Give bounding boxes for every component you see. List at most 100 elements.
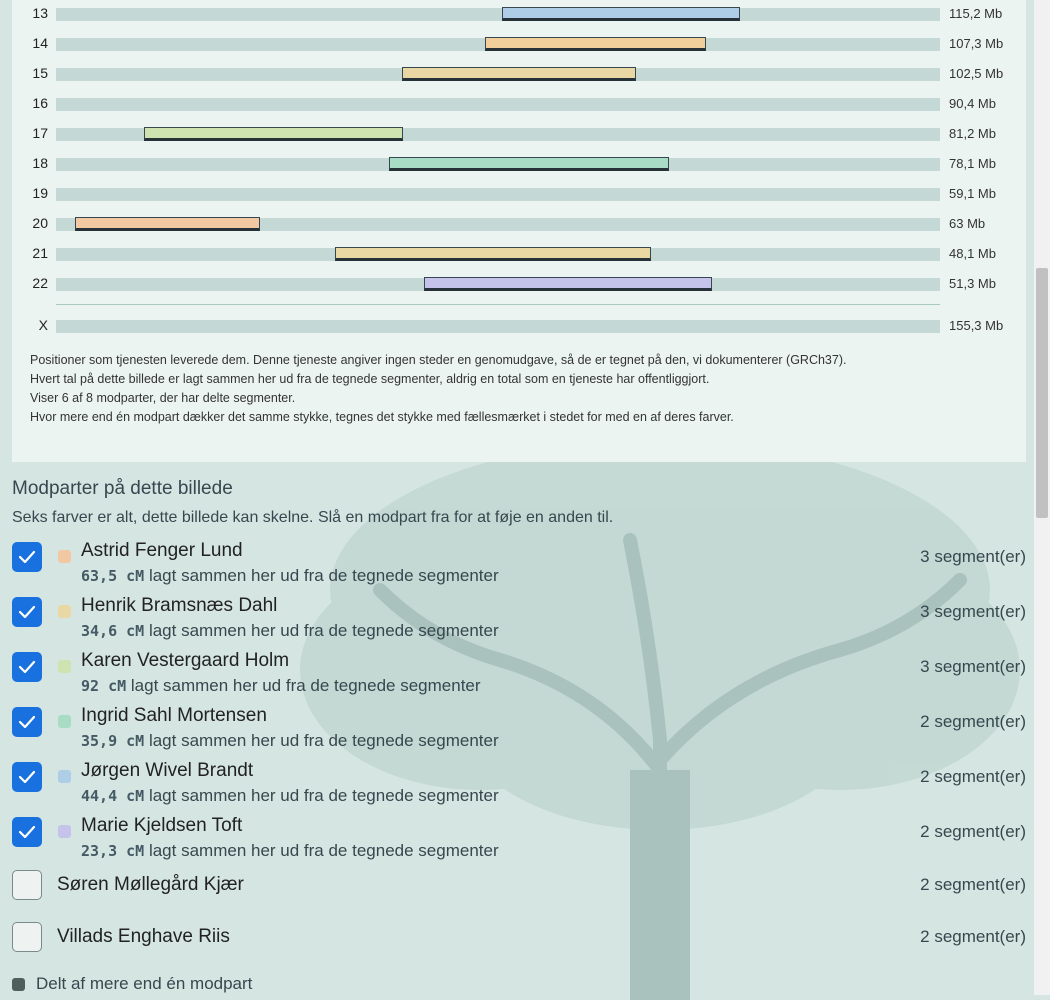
match-row: Karen Vestergaard Holm 92 cM lagt sammen … — [12, 650, 1026, 700]
chromosome-size: 63 Mb — [949, 216, 986, 231]
chromosome-track — [56, 277, 940, 291]
note-line: Hvert tal på dette billede er lagt samme… — [30, 372, 710, 386]
match-segment-count: 2 segment(er) — [920, 875, 1026, 894]
chromosome-label: 14 — [32, 35, 48, 51]
match-total-suffix: lagt sammen her ud fra de tegnede segmen… — [148, 786, 499, 805]
match-color-swatch — [58, 770, 71, 783]
chromosome-row-21: 21 48,1 Mb — [12, 240, 1026, 270]
match-total: 23,3 cM lagt sammen her ud fra de tegned… — [81, 841, 499, 861]
chromosome-row-14: 14 107,3 Mb — [12, 30, 1026, 60]
chart-notes: Positioner som tjenesten leverede dem. D… — [30, 351, 910, 427]
note-line: Hvor mere end én modpart dækker det samm… — [30, 410, 734, 424]
match-total-suffix: lagt sammen her ud fra de tegnede segmen… — [148, 841, 499, 860]
matches-section-title: Modparter på dette billede — [12, 478, 233, 499]
match-cm-value: 34,6 cM — [81, 622, 145, 640]
chromosome-row-22: 22 51,3 Mb — [12, 270, 1026, 300]
match-segment-count: 2 segment(er) — [920, 712, 1026, 731]
match-name: Marie Kjeldsen Toft — [81, 815, 243, 836]
checkmark-icon — [18, 660, 36, 674]
chromosome-label: X — [38, 317, 48, 333]
chromosome-size: 78,1 Mb — [949, 156, 996, 171]
shared-legend-swatch — [12, 978, 25, 991]
shared-segment[interactable] — [335, 247, 651, 261]
chromosome-track — [56, 127, 940, 141]
chromosome-label: 16 — [32, 95, 48, 111]
vertical-scrollbar[interactable] — [1034, 0, 1050, 995]
match-checkbox[interactable] — [12, 922, 42, 952]
shared-segment[interactable] — [389, 157, 669, 171]
chromosome-track — [56, 67, 940, 81]
shared-segment[interactable] — [501, 7, 741, 21]
match-cm-value: 44,4 cM — [81, 787, 145, 805]
match-row: Villads Enghave Riis 2 segment(er) — [12, 922, 1026, 972]
chromosome-size: 155,3 Mb — [949, 318, 1004, 333]
match-row: Marie Kjeldsen Toft 23,3 cM lagt sammen h… — [12, 815, 1026, 865]
chromosome-size: 48,1 Mb — [949, 246, 996, 261]
chromosome-size: 59,1 Mb — [949, 186, 996, 201]
match-total: 92 cM lagt sammen her ud fra de tegnede … — [81, 676, 481, 696]
note-line: Positioner som tjenesten leverede dem. D… — [30, 353, 847, 367]
tree-background-illustration — [300, 440, 1020, 1000]
match-checkbox[interactable] — [12, 762, 42, 792]
match-name: Søren Møllegård Kjær — [57, 874, 244, 895]
chromosome-track — [56, 320, 940, 333]
match-total: 34,6 cM lagt sammen her ud fra de tegned… — [81, 621, 499, 641]
match-total: 63,5 cM lagt sammen her ud fra de tegned… — [81, 566, 499, 586]
autosome-x-divider — [56, 304, 940, 305]
chromosome-size: 115,2 Mb — [949, 6, 1003, 21]
chromosome-row-20: 20 63 Mb — [12, 210, 1026, 240]
match-color-swatch — [58, 825, 71, 838]
checkmark-icon — [18, 825, 36, 839]
match-total: 35,9 cM lagt sammen her ud fra de tegned… — [81, 731, 499, 751]
chromosome-label: 15 — [32, 65, 48, 81]
chromosome-row-x: X 155,3 Mb — [12, 312, 1026, 342]
match-cm-value: 35,9 cM — [81, 732, 145, 750]
chromosome-label: 18 — [32, 155, 48, 171]
match-segment-count: 3 segment(er) — [920, 547, 1026, 566]
chromosome-track — [56, 217, 940, 231]
chromosome-row-15: 15 102,5 Mb — [12, 60, 1026, 90]
chromosome-size: 107,3 Mb — [949, 36, 1004, 51]
chromosome-track — [56, 247, 940, 261]
shared-segment[interactable] — [484, 37, 706, 51]
match-checkbox[interactable] — [12, 817, 42, 847]
chromosome-row-19: 19 59,1 Mb — [12, 180, 1026, 210]
shared-segment[interactable] — [423, 277, 712, 291]
match-cm-value: 63,5 cM — [81, 567, 145, 585]
checkmark-icon — [18, 770, 36, 784]
checkmark-icon — [18, 605, 36, 619]
chromosome-track — [56, 157, 940, 171]
match-checkbox[interactable] — [12, 597, 42, 627]
shared-segment[interactable] — [74, 217, 261, 231]
shared-segment[interactable] — [144, 127, 404, 141]
chromosome-size: 51,3 Mb — [949, 276, 996, 291]
match-row: Henrik Bramsnæs Dahl 34,6 cM lagt sammen … — [12, 595, 1026, 645]
match-row: Ingrid Sahl Mortensen 35,9 cM lagt sammen… — [12, 705, 1026, 755]
chromosome-track — [56, 188, 940, 201]
scrollbar-thumb[interactable] — [1036, 268, 1048, 518]
match-row: Søren Møllegård Kjær 2 segment(er) — [12, 870, 1026, 920]
match-checkbox[interactable] — [12, 707, 42, 737]
chromosome-size: 81,2 Mb — [949, 126, 996, 141]
chromosome-label: 19 — [32, 185, 48, 201]
checkmark-icon — [18, 715, 36, 729]
match-name: Henrik Bramsnæs Dahl — [81, 595, 278, 616]
match-total-suffix: lagt sammen her ud fra de tegnede segmen… — [130, 676, 481, 695]
match-row: Astrid Fenger Lund 63,5 cM lagt sammen he… — [12, 540, 1026, 590]
match-checkbox[interactable] — [12, 652, 42, 682]
shared-segment[interactable] — [401, 67, 636, 81]
match-color-swatch — [58, 660, 71, 673]
match-name: Ingrid Sahl Mortensen — [81, 705, 267, 726]
match-color-swatch — [58, 550, 71, 563]
match-name: Karen Vestergaard Holm — [81, 650, 290, 671]
match-name: Jørgen Wivel Brandt — [81, 760, 254, 781]
match-checkbox[interactable] — [12, 870, 42, 900]
note-line: Viser 6 af 8 modparter, der har delte se… — [30, 391, 296, 405]
match-checkbox[interactable] — [12, 542, 42, 572]
match-segment-count: 2 segment(er) — [920, 927, 1026, 946]
match-segment-count: 2 segment(er) — [920, 822, 1026, 841]
match-total-suffix: lagt sammen her ud fra de tegnede segmen… — [148, 731, 499, 750]
match-total-suffix: lagt sammen her ud fra de tegnede segmen… — [148, 566, 499, 585]
chromosome-label: 13 — [32, 5, 48, 21]
chromosome-track — [56, 7, 940, 21]
